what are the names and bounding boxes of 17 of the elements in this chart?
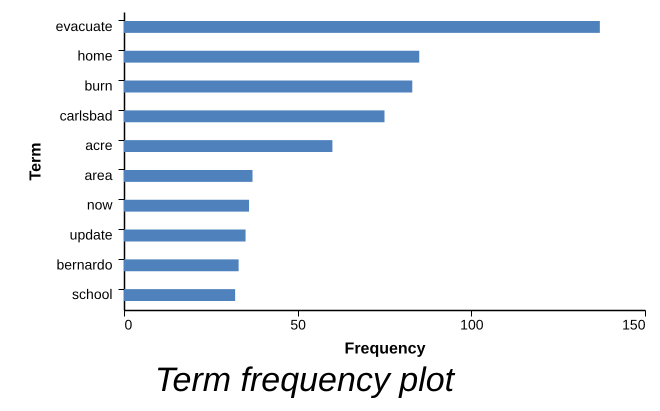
text: Term frequency plot [154, 361, 456, 399]
y-tick-label: bernardo [56, 256, 113, 272]
y-tick-label: school [72, 286, 112, 302]
y-tick-label: burn [84, 78, 112, 94]
x-tick-label: 0 [124, 316, 132, 332]
y-tick-label: carlsbad [60, 107, 112, 124]
y-tick-label: update [70, 226, 113, 242]
y-tick-label: now [86, 196, 114, 213]
y-tick-label: area [84, 166, 113, 183]
x-axis-title: Frequency [344, 340, 426, 358]
y-axis-title: Term [28, 142, 45, 180]
x-tick-label: 100 [460, 316, 484, 332]
x-tick-label: 50 [290, 316, 306, 332]
y-tick-label: evacuate [56, 18, 113, 34]
x-tick-label: 150 [622, 316, 646, 332]
y-tick-label: home [77, 48, 113, 64]
y-tick-label: acre [85, 137, 113, 154]
